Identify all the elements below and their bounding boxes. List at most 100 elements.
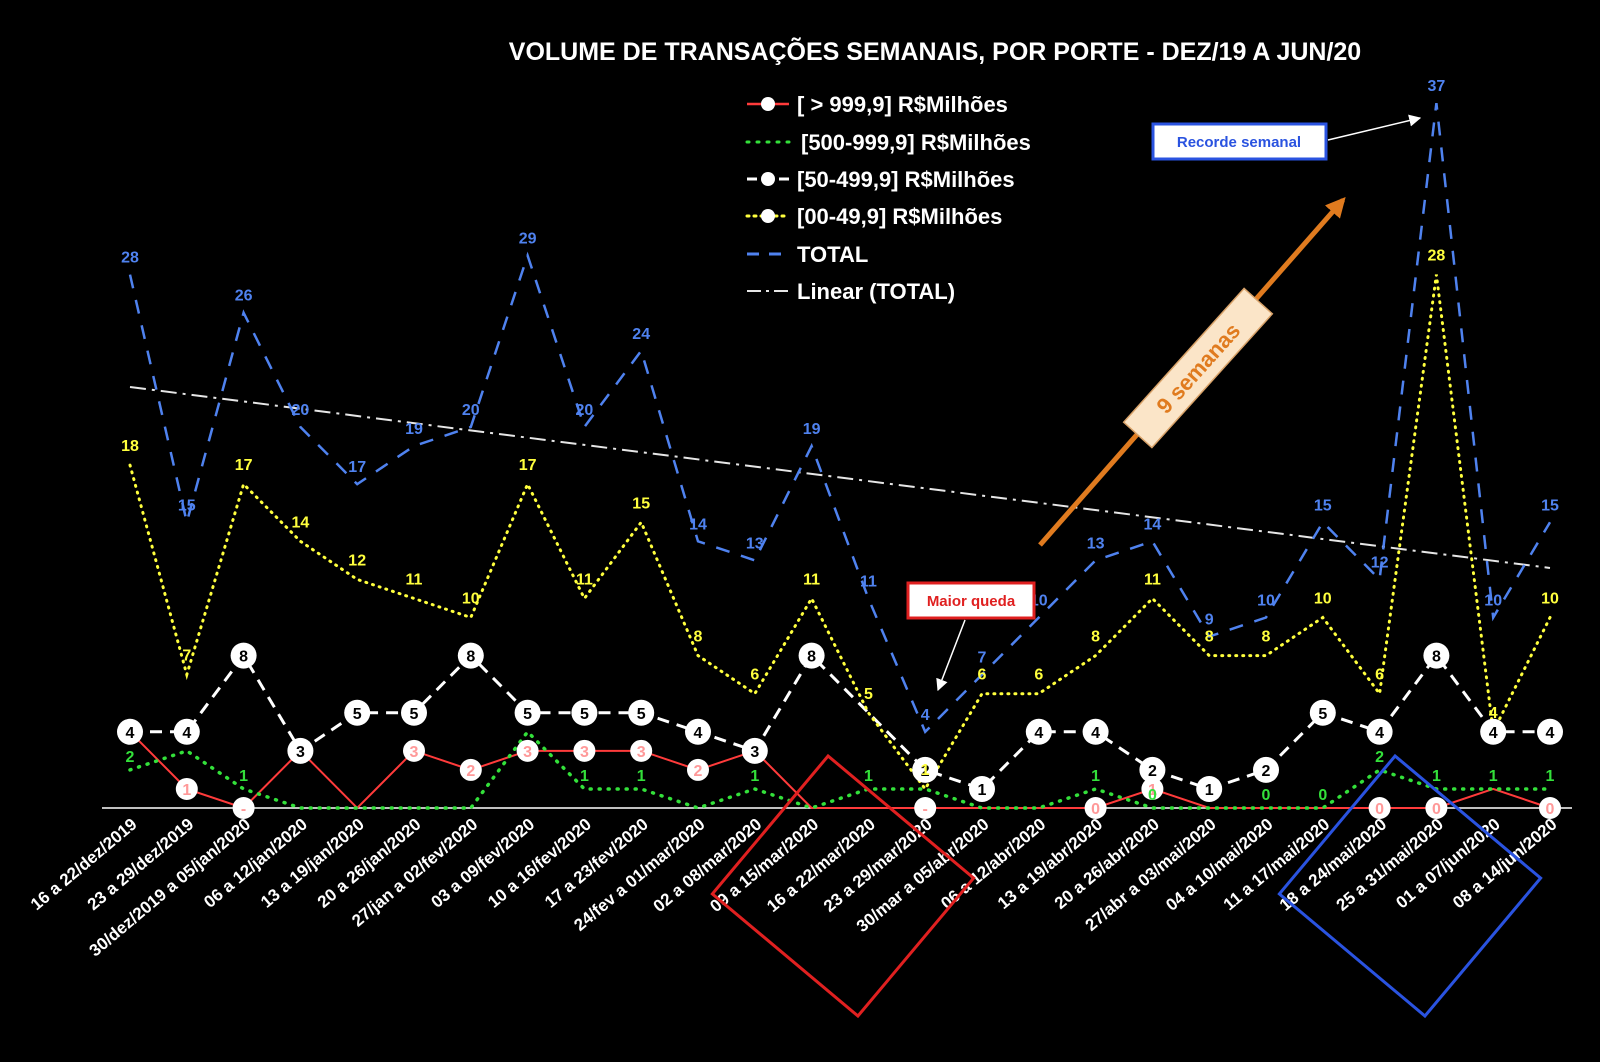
legend-label-trend: Linear (TOTAL)	[797, 279, 955, 304]
data-label-upper_mid: 1	[750, 768, 759, 785]
data-label-mid: 1	[1196, 775, 1223, 802]
data-label-mid: 1	[969, 775, 995, 802]
data-label-small: 15	[632, 495, 650, 512]
data-label-mid-text: 4	[1375, 725, 1384, 742]
data-label-total-text: 15	[1314, 497, 1332, 514]
data-label-upper_mid: 1	[864, 768, 873, 785]
data-label-mid: 4	[1480, 718, 1507, 745]
data-label-small-text: 17	[519, 457, 537, 474]
nine-weeks-label: 9 semanas	[1151, 318, 1245, 418]
data-label-mid-text: 1	[978, 782, 987, 799]
data-label-big-text: 2	[466, 763, 475, 780]
data-label-total: 12	[1371, 554, 1389, 571]
data-label-total-text: 7	[978, 650, 987, 667]
data-label-big: 3	[403, 739, 425, 762]
data-label-small: 5	[864, 686, 873, 703]
legend-label-total: TOTAL	[797, 242, 868, 267]
data-label-mid-text: 4	[1546, 725, 1555, 742]
data-label-small-text: 8	[1205, 629, 1214, 646]
data-label-mid: 8	[230, 642, 257, 669]
data-label-total-text: 19	[405, 421, 423, 438]
data-label-small: 6	[978, 667, 987, 684]
data-label-upper_mid-text: 1	[1546, 768, 1555, 785]
data-label-mid-text: 5	[523, 706, 532, 723]
data-label-total-text: 13	[746, 535, 764, 552]
data-label-small: 6	[750, 667, 759, 684]
legend-item-mid: [50-499,9] R$Milhões	[747, 167, 1015, 192]
data-label-big: 2	[687, 758, 709, 781]
data-label-small: 8	[694, 629, 703, 646]
data-label-big: 1	[1141, 777, 1164, 800]
data-label-upper_mid-text: 1	[750, 768, 759, 785]
data-label-mid: 2	[1139, 756, 1166, 783]
data-label-upper_mid-text: 1	[580, 768, 589, 785]
data-label-mid: 4	[1025, 718, 1052, 745]
data-label-mid-text: 5	[1318, 706, 1327, 723]
data-label-total: 19	[405, 421, 423, 438]
data-label-big-text: 1	[1148, 782, 1157, 799]
series-line-total	[128, 103, 1552, 734]
data-label-mid-text: 3	[296, 744, 305, 761]
data-label-small: 6	[1375, 667, 1384, 684]
data-label-total: 11	[860, 573, 877, 590]
series-line-upper_mid	[128, 729, 1552, 810]
data-label-small-text: 6	[1375, 667, 1384, 684]
data-label-mid-text: 4	[1091, 725, 1100, 742]
data-label-big-text: 0	[1375, 801, 1384, 818]
data-label-small: 7	[182, 648, 191, 665]
data-label-small: 10	[1314, 591, 1332, 608]
data-label-upper_mid: 1	[1489, 768, 1498, 785]
data-label-small-text: 12	[348, 552, 366, 569]
data-label-total: 10	[1484, 593, 1502, 610]
data-label-big-text: 3	[523, 744, 532, 761]
data-label-big: 3	[630, 739, 653, 762]
data-label-total-text: 12	[1371, 554, 1389, 571]
data-label-total-text: 15	[1541, 497, 1559, 514]
data-label-mid: 5	[344, 699, 371, 726]
nine-weeks-arrow: 9 semanas	[1038, 196, 1346, 547]
data-label-upper_mid-text: 0	[1318, 787, 1327, 804]
data-label-mid: 5	[571, 699, 598, 726]
data-label-big: 1	[175, 777, 198, 800]
data-label-total: 26	[235, 288, 253, 305]
legend-label-mid: [50-499,9] R$Milhões	[797, 167, 1015, 192]
data-label-mid-text: 2	[921, 763, 930, 780]
data-label-small-text: 11	[406, 571, 423, 588]
data-label-mid-text: 3	[750, 744, 759, 761]
data-label-total: 19	[803, 421, 821, 438]
data-label-total-text: 10	[1484, 593, 1502, 610]
highlight-blue-box	[1277, 753, 1543, 1019]
legend: [ > 999,9] R$Milhões [500-999,9] R$Milhõ…	[745, 92, 1031, 304]
record-callout-text: Recorde semanal	[1177, 134, 1301, 151]
data-label-small-text: 5	[864, 686, 873, 703]
data-label-small-text: 14	[292, 514, 310, 531]
data-label-mid-text: 5	[353, 706, 362, 723]
legend-item-trend: Linear (TOTAL)	[747, 279, 955, 304]
data-label-big: 3	[516, 739, 539, 762]
data-label-upper_mid-text: 1	[239, 768, 248, 785]
legend-item-upper-mid: [500-999,9] R$Milhões	[745, 130, 1031, 155]
legend-label-big: [ > 999,9] R$Milhões	[797, 92, 1008, 117]
data-label-small: 14	[292, 514, 310, 531]
data-label-upper_mid-text: 1	[1091, 768, 1100, 785]
data-label-upper_mid-text: 0	[1148, 787, 1157, 804]
data-label-total: 13	[746, 535, 764, 552]
data-label-total: 15	[1314, 497, 1332, 514]
data-label-small: 12	[348, 552, 366, 569]
data-label-big: 0	[1084, 797, 1107, 819]
data-label-big-text: 0	[1546, 801, 1555, 818]
record-callout: Recorde semanal	[1151, 114, 1422, 161]
data-label-total-text: 14	[689, 516, 707, 533]
data-label-upper_mid: 0	[1148, 787, 1157, 804]
data-label-small: 11	[1144, 571, 1161, 588]
data-label-total-text: 4	[921, 707, 930, 724]
data-label-small: 10	[462, 591, 480, 608]
data-label-mid: 4	[1366, 718, 1393, 745]
data-label-total-text: 28	[121, 250, 139, 267]
data-label-total-text: 20	[292, 402, 310, 419]
data-label-mid: 4	[1537, 718, 1563, 745]
data-label-total: 20	[576, 402, 594, 419]
data-label-total-text: 19	[803, 421, 821, 438]
data-label-big: 0	[1425, 797, 1448, 819]
